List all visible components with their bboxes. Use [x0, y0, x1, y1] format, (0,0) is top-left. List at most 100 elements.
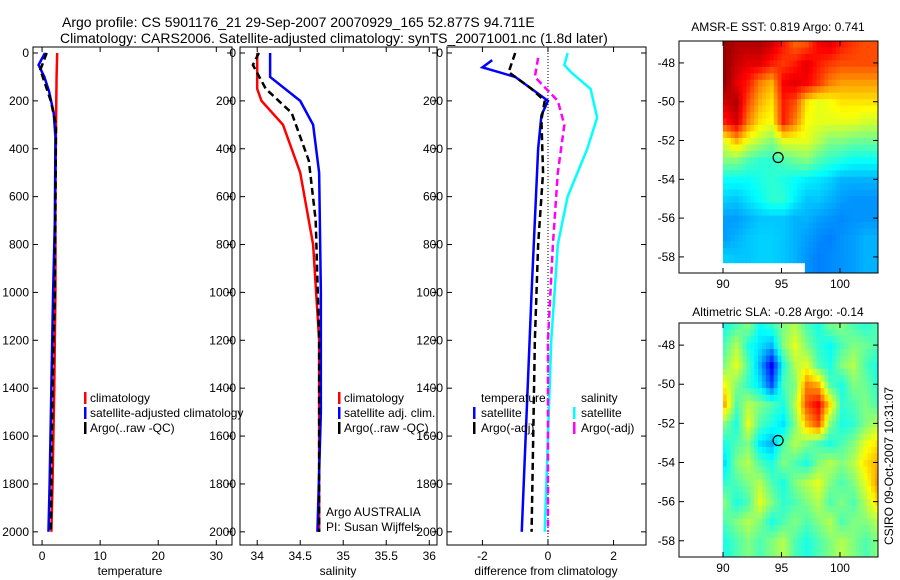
map-cell: [812, 512, 818, 520]
map-cell: [812, 209, 818, 217]
map-cell: [781, 446, 786, 454]
map-cell: [765, 66, 771, 74]
map-cell: [742, 336, 747, 344]
map-cell: [781, 544, 786, 552]
map-cell: [793, 479, 798, 487]
map-cell: [804, 420, 810, 428]
y-tick-label: 200: [9, 94, 29, 108]
map-cell: [785, 209, 790, 217]
map-cell: [863, 349, 868, 357]
map-cell: [824, 375, 829, 383]
map-cell: [824, 479, 829, 487]
map-cell: [875, 544, 879, 552]
map-cell: [828, 394, 833, 402]
map-cell: [871, 234, 876, 242]
map-cell: [875, 329, 879, 337]
map-cell: [875, 92, 879, 100]
map-cell: [828, 368, 833, 376]
map-cell: [804, 176, 810, 184]
map-cell: [875, 466, 879, 474]
map-cell: [839, 222, 845, 230]
map-cell: [777, 73, 782, 81]
map-cell: [761, 137, 767, 145]
map-cell: [765, 401, 771, 409]
map-cell: [750, 92, 755, 100]
map-cell: [808, 170, 814, 178]
map-cell: [855, 137, 860, 145]
map-cell: [812, 349, 818, 357]
map-cell: [750, 414, 755, 422]
map-cell: [789, 323, 794, 331]
map-cell: [867, 260, 872, 268]
map-cell: [832, 453, 837, 461]
map-cell: [820, 215, 825, 223]
map-cell: [832, 505, 837, 513]
map-cell: [722, 544, 728, 552]
map-cell: [742, 247, 747, 255]
map-cell: [859, 105, 864, 113]
map-cell: [781, 420, 786, 428]
map-cell: [742, 388, 747, 396]
map-cell: [769, 176, 775, 184]
map-cell: [820, 79, 825, 87]
map-cell: [832, 112, 837, 120]
map-cell: [832, 222, 837, 230]
map-cell: [839, 92, 845, 100]
map-cell: [777, 202, 782, 210]
map-cell: [863, 163, 868, 171]
map-cell: [777, 381, 782, 389]
y-tick-label: 1200: [209, 333, 236, 347]
map-cell: [793, 241, 798, 249]
map-cell: [804, 329, 810, 337]
map-cell: [789, 112, 794, 120]
map-cell: [851, 112, 857, 120]
map-cell: [793, 131, 798, 139]
map-cell: [839, 446, 845, 454]
map-cell: [750, 99, 755, 107]
map-cell: [793, 492, 798, 500]
map-cell: [836, 137, 841, 145]
map-cell: [722, 518, 728, 526]
map-cell: [765, 47, 771, 55]
map-cell: [867, 118, 872, 126]
map-cell: [797, 66, 802, 74]
map-cell: [828, 518, 833, 526]
map-cell: [843, 362, 849, 370]
map-cell: [808, 86, 814, 94]
map-cell: [808, 260, 814, 268]
map-cell: [742, 323, 747, 331]
y-tick-label: 0: [229, 46, 236, 60]
map-cell: [789, 202, 794, 210]
map-cell: [843, 176, 849, 184]
axes-frame: [678, 40, 879, 274]
map-cell: [789, 254, 794, 262]
map-cell: [726, 479, 732, 487]
map-cell: [746, 53, 751, 61]
map-cell: [871, 349, 876, 357]
map-cell: [855, 362, 860, 370]
map-cell: [726, 336, 732, 344]
map-cell: [789, 228, 794, 236]
map-cell: [847, 163, 853, 171]
map-cell: [828, 47, 833, 55]
map-cell: [722, 531, 728, 539]
map-cell: [859, 183, 864, 191]
map-cell: [722, 241, 728, 249]
map-cell: [832, 492, 837, 500]
map-cell: [742, 92, 747, 100]
map-cell: [761, 388, 767, 396]
map-cell: [863, 375, 868, 383]
map-cell: [867, 112, 872, 120]
map-cell: [800, 79, 806, 87]
map-cell: [832, 544, 837, 552]
map-cell: [832, 368, 837, 376]
map-cell: [761, 66, 767, 74]
map-cell: [824, 525, 829, 533]
map-cell: [800, 538, 806, 546]
map-cell: [738, 355, 743, 363]
map-cell: [839, 241, 845, 249]
map-cell: [738, 118, 743, 126]
map-cell: [820, 486, 825, 494]
map-cell: [761, 414, 767, 422]
map-cell: [855, 53, 860, 61]
